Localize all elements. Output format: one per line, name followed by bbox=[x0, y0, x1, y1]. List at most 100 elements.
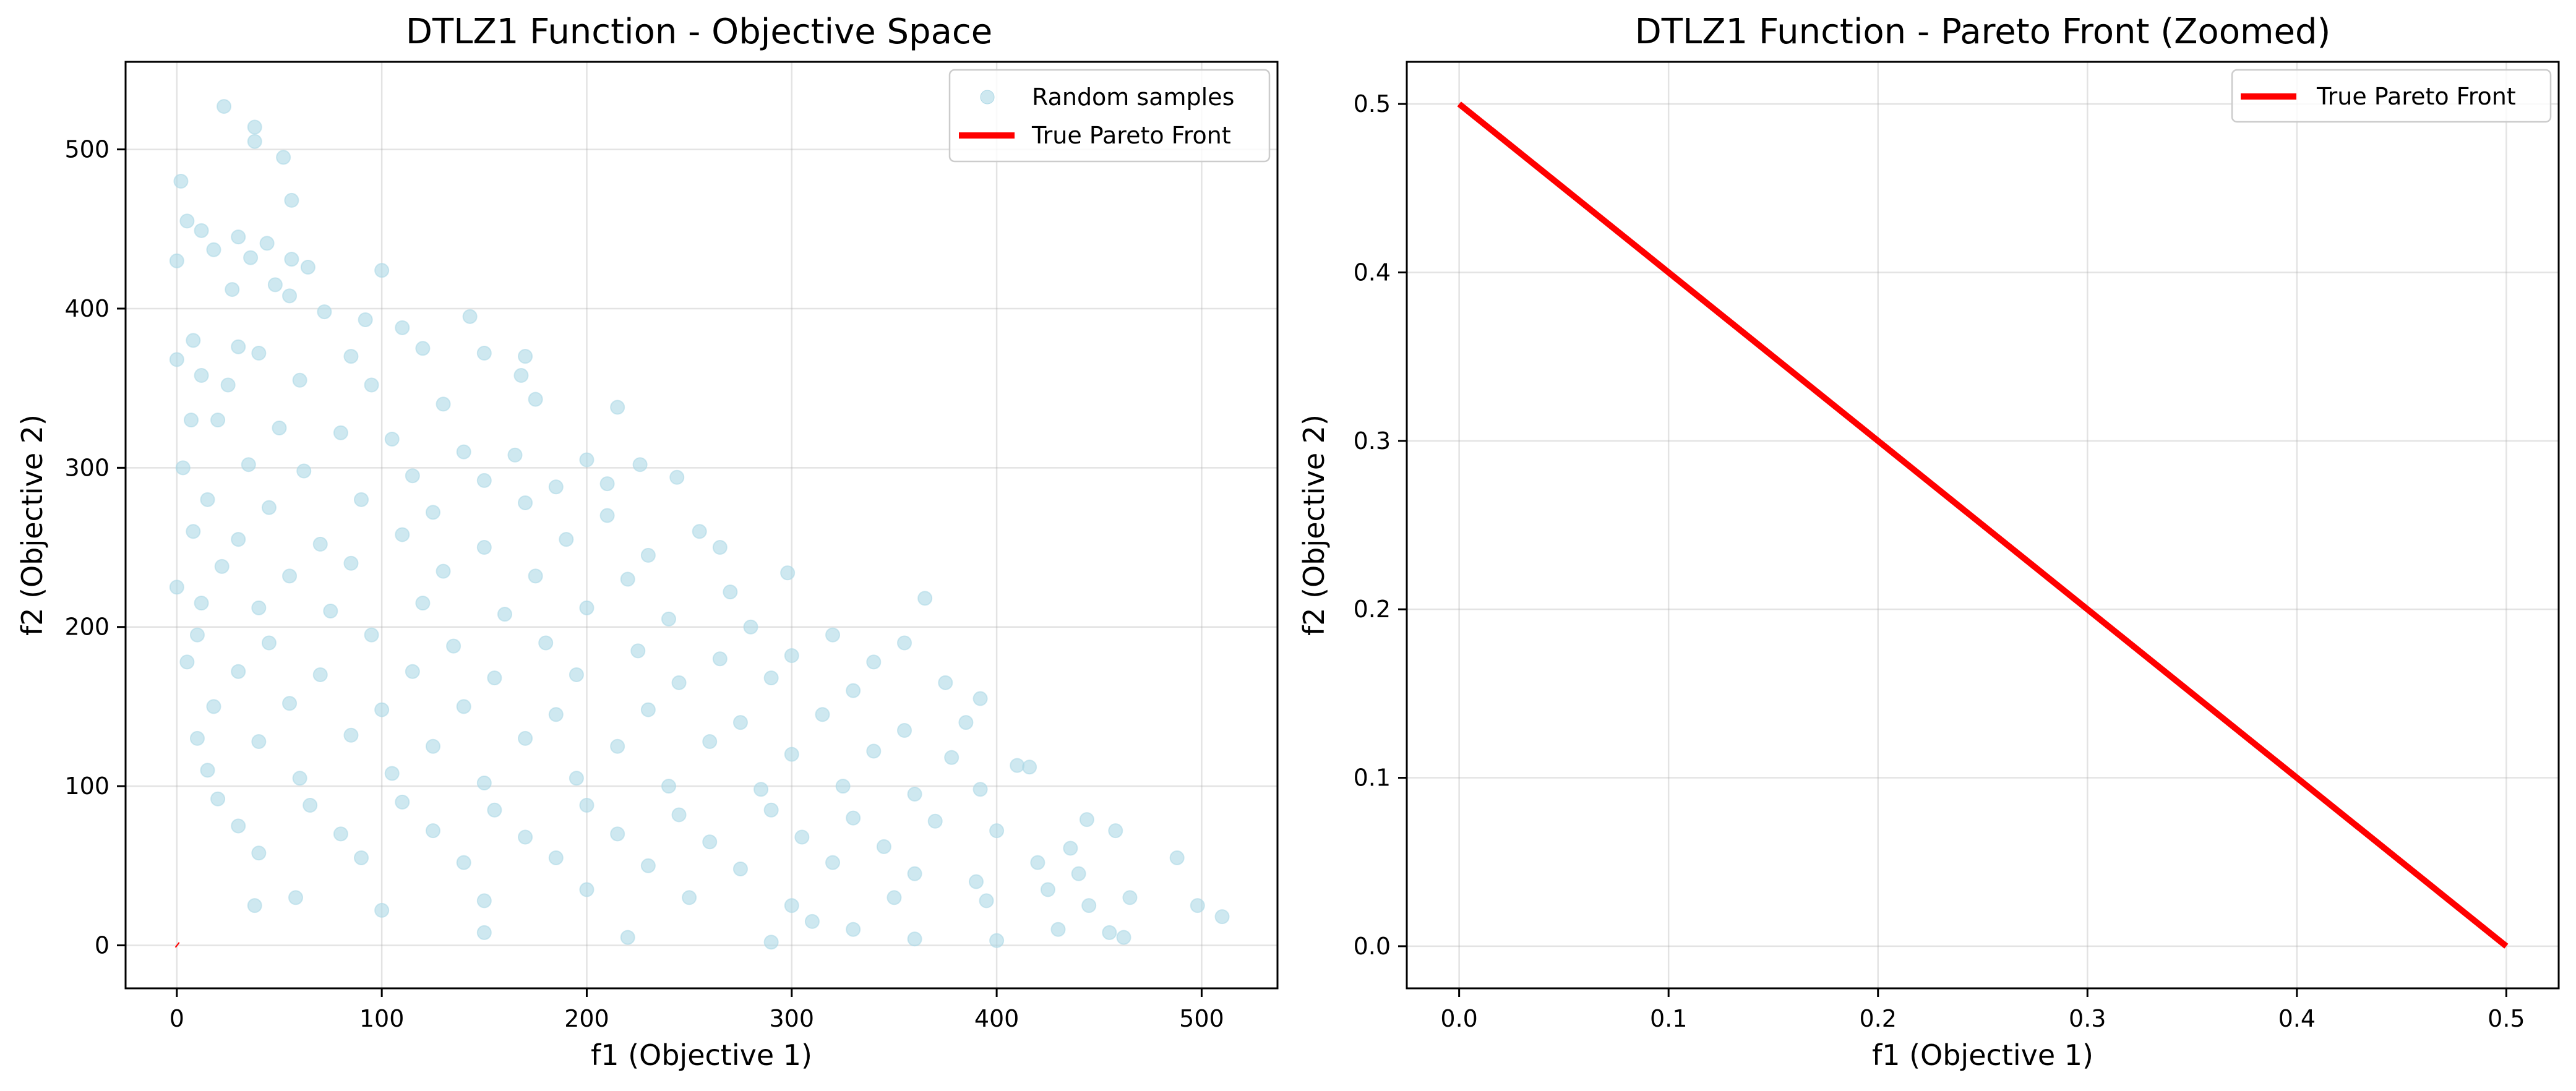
scatter-point bbox=[210, 413, 226, 428]
scatter-point bbox=[794, 829, 810, 845]
gridlines bbox=[126, 62, 1277, 988]
scatter-point bbox=[1010, 758, 1025, 773]
chart-title: DTLZ1 Function - Pareto Front (Zoomed) bbox=[1635, 12, 2331, 52]
scatter-point bbox=[173, 174, 189, 189]
x-axis-label: f1 (Objective 1) bbox=[591, 1038, 812, 1072]
scatter-point bbox=[712, 540, 728, 555]
axis-ticks: 0.0 0.1 0.2 0.3 0.4 0.5 0.0 0.1 0.2 0.3 0.4 0.5 bbox=[1354, 90, 2525, 1032]
scatter-point bbox=[599, 508, 615, 523]
scatter-point bbox=[1108, 823, 1123, 839]
scatter-point bbox=[384, 766, 400, 781]
scatter-point bbox=[358, 312, 373, 327]
y-tick-label: 0.5 bbox=[1354, 90, 1391, 118]
scatter-point bbox=[354, 850, 369, 865]
scatter-point bbox=[784, 747, 799, 762]
scatter-point bbox=[640, 858, 656, 873]
scatter-point bbox=[548, 850, 564, 865]
x-tick-label: 0 bbox=[170, 1005, 184, 1032]
scatter-point bbox=[169, 580, 184, 595]
scatter-point bbox=[579, 600, 595, 615]
scatter-point bbox=[671, 807, 687, 823]
scatter-point bbox=[251, 845, 267, 861]
scatter-point bbox=[682, 890, 697, 905]
scatter-point bbox=[1022, 759, 1037, 775]
legend-label-pareto-front: True Pareto Front bbox=[2316, 83, 2516, 110]
scatter-point bbox=[972, 691, 988, 706]
scatter-point bbox=[548, 707, 564, 722]
x-tick-label: 100 bbox=[359, 1005, 405, 1032]
scatter-point bbox=[846, 810, 861, 826]
scatter-point bbox=[300, 260, 316, 275]
scatter-point bbox=[661, 779, 676, 794]
x-axis-label: f1 (Objective 1) bbox=[1872, 1038, 2093, 1072]
scatter-point bbox=[243, 250, 259, 265]
scatter-point bbox=[292, 771, 307, 786]
scatter-point bbox=[200, 492, 215, 507]
scatter-point bbox=[846, 922, 861, 937]
scatter-point bbox=[897, 723, 912, 738]
scatter-point bbox=[247, 119, 262, 135]
scatter-point bbox=[333, 425, 348, 440]
scatter-point bbox=[630, 643, 646, 659]
legend: True Pareto Front bbox=[2231, 69, 2552, 123]
scatter-point bbox=[507, 447, 523, 463]
scatter-point bbox=[518, 349, 533, 364]
axes-frame bbox=[124, 61, 1279, 990]
scatter-point bbox=[476, 775, 492, 790]
scatter-point bbox=[620, 930, 635, 945]
scatter-point bbox=[261, 635, 277, 651]
scatter-point bbox=[259, 236, 275, 251]
scatter-point bbox=[395, 794, 410, 810]
scatter-point bbox=[456, 699, 471, 714]
scatter-point bbox=[292, 372, 307, 388]
scatter-point bbox=[169, 352, 184, 367]
scatter-point bbox=[175, 460, 191, 476]
y-tick-label: 0.0 bbox=[1354, 933, 1391, 960]
scatter-point bbox=[989, 933, 1005, 948]
scatter-point bbox=[456, 444, 471, 460]
scatter-point bbox=[610, 826, 625, 842]
chart-objective-space: DTLZ1 Function - Objective Space 0 100 200… bbox=[15, 12, 1279, 1072]
scatter-point bbox=[206, 242, 221, 257]
scatter-point bbox=[247, 898, 262, 913]
scatter-point bbox=[513, 368, 529, 383]
scatter-point bbox=[732, 861, 748, 876]
scatter-point bbox=[1063, 841, 1078, 856]
scatter-point bbox=[825, 627, 841, 643]
scatter-point bbox=[528, 391, 543, 407]
scatter-point bbox=[405, 664, 420, 679]
scatter-point bbox=[312, 667, 328, 682]
scatter-point bbox=[944, 750, 960, 765]
y-tick-label: 500 bbox=[64, 136, 109, 163]
scatter-point bbox=[476, 540, 492, 555]
scatter-point bbox=[247, 134, 262, 149]
scatter-point bbox=[835, 779, 851, 794]
scatter-point bbox=[579, 452, 595, 468]
scatter-point bbox=[702, 734, 718, 750]
scatter-point bbox=[1040, 882, 1055, 897]
scatter-point bbox=[415, 596, 431, 611]
scatter-point bbox=[661, 611, 676, 627]
scatter-point bbox=[395, 527, 410, 542]
scatter-point bbox=[610, 738, 625, 754]
x-tick-label: 0.4 bbox=[2278, 1005, 2316, 1032]
chart-title: DTLZ1 Function - Objective Space bbox=[406, 12, 992, 52]
scatter-point bbox=[907, 931, 922, 947]
x-tick-label: 0.1 bbox=[1650, 1005, 1687, 1032]
y-tick-label: 200 bbox=[64, 614, 109, 641]
y-tick-label: 300 bbox=[64, 454, 109, 481]
scatter-point bbox=[640, 547, 656, 563]
scatter-point bbox=[979, 893, 994, 909]
scatter-point bbox=[763, 802, 779, 818]
scatter-point bbox=[569, 667, 584, 682]
scatter-point bbox=[907, 866, 922, 881]
scatter-point bbox=[436, 396, 451, 412]
scatter-point bbox=[323, 603, 338, 618]
scatter-point bbox=[487, 670, 502, 686]
scatter-point bbox=[579, 798, 595, 813]
scatter-point bbox=[780, 565, 796, 581]
scatter-point bbox=[231, 818, 246, 834]
scatter-point bbox=[763, 670, 779, 686]
scatter-point bbox=[343, 727, 359, 743]
